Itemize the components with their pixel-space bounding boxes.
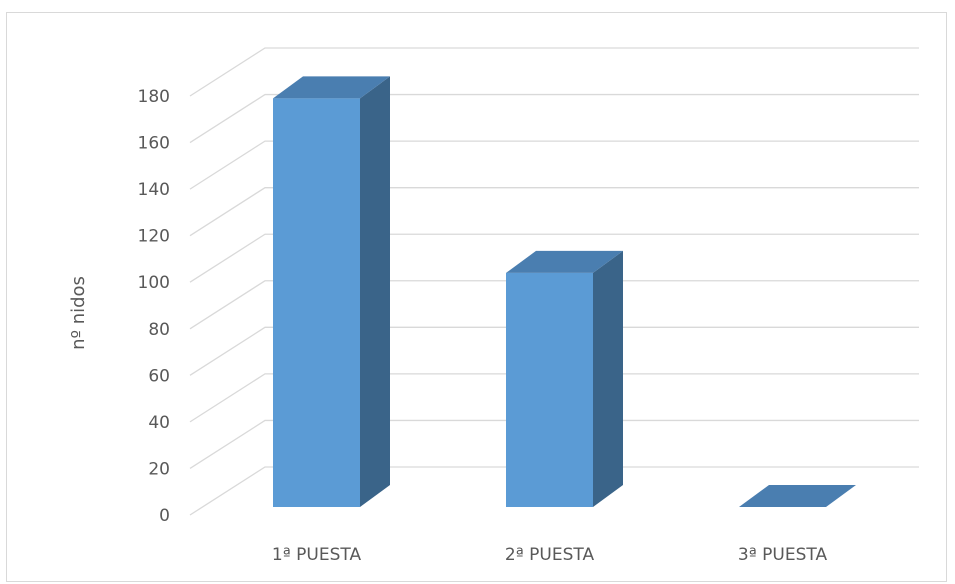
y-tick-label: 180 — [138, 87, 170, 107]
gridline — [189, 466, 919, 516]
bar-top — [739, 485, 856, 507]
y-tick-label: 60 — [148, 366, 170, 386]
bar-side — [593, 250, 623, 507]
y-tick-label: 120 — [138, 227, 170, 247]
bar-side — [360, 76, 390, 508]
y-tick-label: 80 — [148, 320, 170, 340]
gridline — [189, 280, 919, 330]
gridline — [189, 47, 919, 97]
y-tick-label: 100 — [138, 273, 170, 293]
y-tick-labels: 0 20 40 60 80 100 120 140 160 180 — [138, 87, 170, 526]
x-tick-labels: 1ª PUESTA 2ª PUESTA 3ª PUESTA — [272, 545, 828, 565]
x-tick-label: 2ª PUESTA — [505, 545, 595, 565]
bar — [739, 485, 856, 507]
y-tick-label: 20 — [148, 459, 170, 479]
gridline — [189, 326, 919, 376]
gridline — [189, 233, 919, 283]
chart-frame — [6, 12, 947, 582]
bar — [506, 250, 623, 507]
y-tick-label: 40 — [148, 413, 170, 433]
y-tick-label: 160 — [138, 134, 170, 154]
x-tick-label: 3ª PUESTA — [738, 545, 828, 565]
bar-front — [506, 272, 593, 507]
bar-front — [273, 98, 360, 508]
gridline — [189, 93, 919, 144]
bar — [273, 76, 390, 508]
y-axis-label: nº nidos — [68, 276, 89, 350]
bar-top — [273, 76, 390, 99]
bars — [273, 76, 856, 508]
x-tick-label: 1ª PUESTA — [272, 545, 362, 565]
gridlines — [189, 47, 919, 516]
gridline — [189, 373, 919, 423]
gridline — [189, 419, 919, 469]
gridline — [189, 140, 919, 190]
bar-top — [506, 250, 623, 273]
gridline — [189, 187, 919, 237]
y-tick-label: 0 — [159, 506, 170, 526]
y-tick-label: 140 — [138, 180, 170, 200]
